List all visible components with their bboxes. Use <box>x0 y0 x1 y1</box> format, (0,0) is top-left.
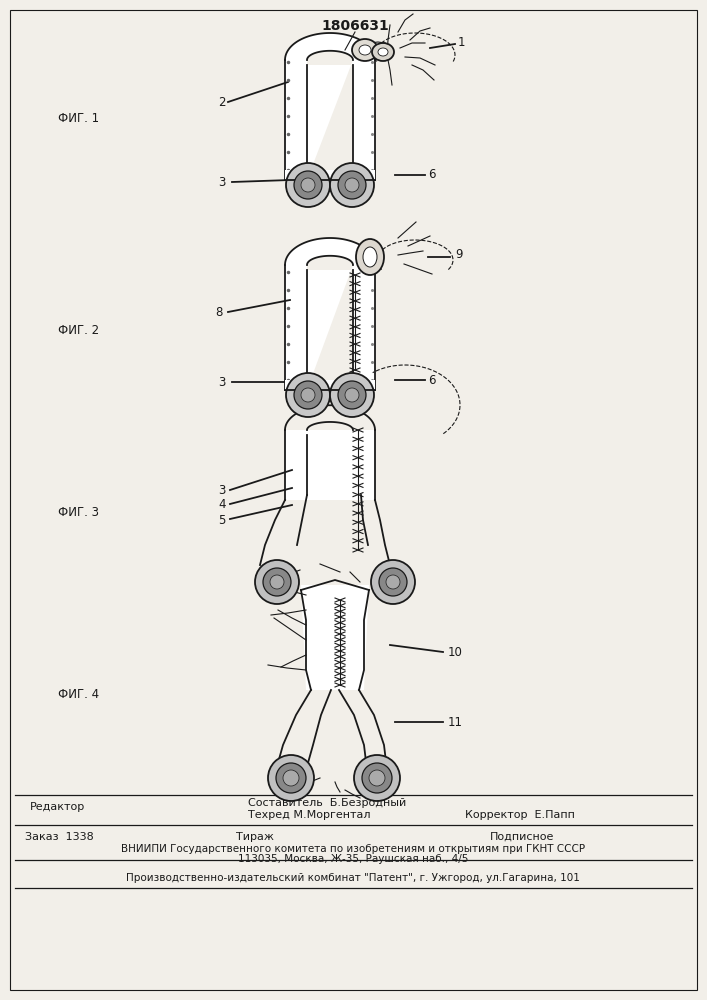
Ellipse shape <box>301 388 315 402</box>
Text: ФИГ. 4: ФИГ. 4 <box>58 688 99 702</box>
Ellipse shape <box>352 39 378 61</box>
Text: Составитель  Б.Безродный: Составитель Б.Безродный <box>248 798 407 808</box>
Polygon shape <box>307 256 353 390</box>
Ellipse shape <box>345 388 359 402</box>
Text: 6: 6 <box>428 373 436 386</box>
Ellipse shape <box>268 755 314 801</box>
Text: 113035, Москва, Ж-35, Раушская наб., 4/5: 113035, Москва, Ж-35, Раушская наб., 4/5 <box>238 854 468 864</box>
Text: Тираж: Тираж <box>236 832 274 842</box>
Text: Корректор  Е.Папп: Корректор Е.Папп <box>465 810 575 820</box>
Text: 3: 3 <box>218 176 226 188</box>
Text: 1806631: 1806631 <box>321 19 389 33</box>
Ellipse shape <box>294 381 322 409</box>
Ellipse shape <box>363 247 377 267</box>
Text: Производственно-издательский комбинат "Патент", г. Ужгород, ул.Гагарина, 101: Производственно-издательский комбинат "П… <box>126 873 580 883</box>
Ellipse shape <box>338 171 366 199</box>
Text: ФИГ. 3: ФИГ. 3 <box>58 506 99 518</box>
Ellipse shape <box>294 171 322 199</box>
Ellipse shape <box>301 178 315 192</box>
Text: 2: 2 <box>218 96 226 108</box>
Ellipse shape <box>338 381 366 409</box>
Ellipse shape <box>354 755 400 801</box>
Text: 9: 9 <box>455 248 462 261</box>
Text: 8: 8 <box>215 306 223 318</box>
Ellipse shape <box>255 560 299 604</box>
Polygon shape <box>285 238 375 390</box>
Ellipse shape <box>356 239 384 275</box>
Text: Подписное: Подписное <box>490 832 554 842</box>
Ellipse shape <box>371 560 415 604</box>
Ellipse shape <box>270 575 284 589</box>
Text: 4: 4 <box>218 498 226 512</box>
Polygon shape <box>285 170 375 180</box>
Text: Заказ  1338: Заказ 1338 <box>25 832 94 842</box>
Ellipse shape <box>263 568 291 596</box>
Text: Техред М.Моргентал: Техред М.Моргентал <box>248 810 370 820</box>
Text: ФИГ. 2: ФИГ. 2 <box>58 324 99 336</box>
Text: 6: 6 <box>428 168 436 182</box>
Polygon shape <box>285 430 375 500</box>
Text: ФИГ. 1: ФИГ. 1 <box>58 111 99 124</box>
Text: Редактор: Редактор <box>30 802 86 812</box>
Polygon shape <box>307 51 353 180</box>
Ellipse shape <box>379 568 407 596</box>
Ellipse shape <box>378 48 388 56</box>
Ellipse shape <box>330 373 374 417</box>
Text: 3: 3 <box>218 375 226 388</box>
Text: 3: 3 <box>218 484 226 496</box>
Text: 10: 10 <box>448 646 463 658</box>
Ellipse shape <box>283 770 299 786</box>
Text: ВНИИПИ Государственного комитета по изобретениям и открытиям при ГКНТ СССР: ВНИИПИ Государственного комитета по изоб… <box>121 844 585 854</box>
Ellipse shape <box>362 763 392 793</box>
Text: 11: 11 <box>448 716 463 728</box>
Text: 1: 1 <box>458 35 465 48</box>
Text: 5: 5 <box>218 514 226 526</box>
Ellipse shape <box>330 163 374 207</box>
Ellipse shape <box>372 43 394 61</box>
Ellipse shape <box>286 373 330 417</box>
Ellipse shape <box>359 45 371 55</box>
Ellipse shape <box>386 575 400 589</box>
Ellipse shape <box>276 763 306 793</box>
Polygon shape <box>285 380 375 390</box>
Ellipse shape <box>345 178 359 192</box>
Polygon shape <box>285 33 375 180</box>
Polygon shape <box>301 585 369 690</box>
Ellipse shape <box>369 770 385 786</box>
Ellipse shape <box>286 163 330 207</box>
